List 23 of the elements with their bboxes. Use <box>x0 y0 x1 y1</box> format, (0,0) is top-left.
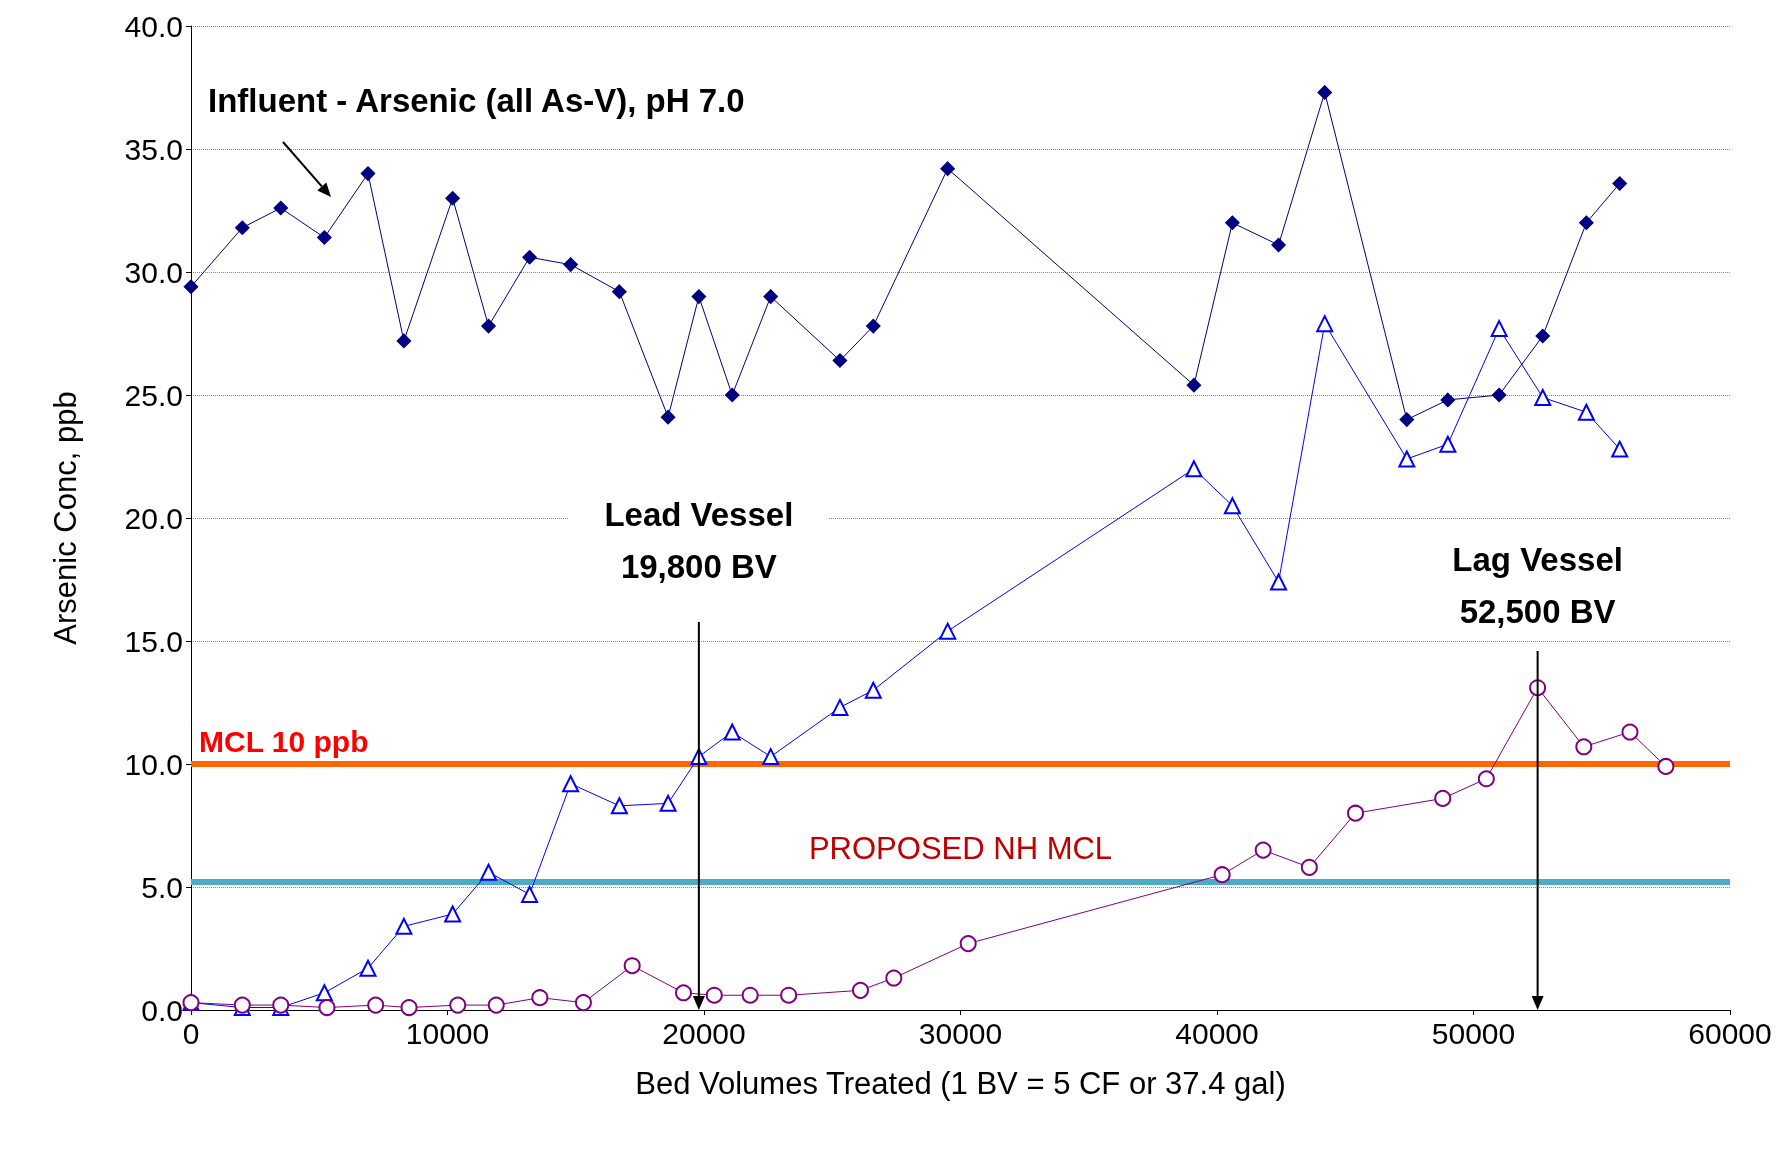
x-tick-label: 10000 <box>405 1016 490 1050</box>
y-tick-label: 0.0 <box>141 993 183 1027</box>
y-tick-label: 40.0 <box>124 9 183 43</box>
ref-line-label: Lag Vessel 52,500 BV <box>1452 540 1623 630</box>
y-tick-label: 20.0 <box>124 501 183 535</box>
x-axis-title: Bed Volumes Treated (1 BV = 5 CF or 37.4 gal) <box>635 1066 1286 1101</box>
x-tick-label: 20000 <box>662 1016 746 1050</box>
ref-line-label: PROPOSED NH MCL <box>808 831 1113 867</box>
y-tick-label: 35.0 <box>124 132 183 166</box>
y-tick-label: 30.0 <box>124 255 183 289</box>
x-tick-label: 50000 <box>1431 1016 1516 1050</box>
y-tick-label: 15.0 <box>124 624 183 658</box>
ref-line-label: MCL 10 ppb <box>199 724 369 758</box>
x-tick-label: 60000 <box>1688 1016 1772 1050</box>
x-tick-label: 30000 <box>918 1016 1003 1050</box>
y-tick-label: 10.0 <box>124 747 183 781</box>
y-tick-label: 5.0 <box>141 870 183 904</box>
x-tick-label: 40000 <box>1175 1016 1259 1050</box>
x-tick-label: 0 <box>182 1016 200 1050</box>
y-axis-title: Arsenic Conc, ppb <box>48 391 83 645</box>
ref-line-label: Lead Vessel 19,800 BV <box>604 495 794 585</box>
annotation: Influent - Arsenic (all As-V), pH 7.0 <box>208 81 745 119</box>
y-tick-label: 25.0 <box>124 378 183 412</box>
